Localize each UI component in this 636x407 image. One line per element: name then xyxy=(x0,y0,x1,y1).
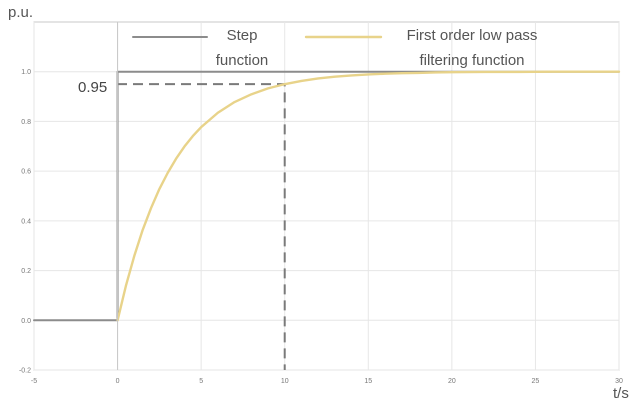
x-axis-title: t/s xyxy=(613,385,629,402)
plot-area xyxy=(33,21,620,371)
y-tick-label: 0.6 xyxy=(21,169,31,176)
legend-filter-label: filtering function xyxy=(419,52,524,69)
y-tick-label: 1.0 xyxy=(21,69,31,76)
legend-filter-label: First order low pass xyxy=(407,27,538,44)
y-tick-label: 0.8 xyxy=(21,119,31,126)
legend-step-label: Step xyxy=(227,27,258,44)
threshold-label: 0.95 xyxy=(78,79,107,96)
y-tick-label: 0.0 xyxy=(21,318,31,325)
y-tick-label: -0.2 xyxy=(19,368,31,375)
y-tick-label: 0.2 xyxy=(21,268,31,275)
x-tick-label: 0 xyxy=(116,378,120,385)
legend: Step function First order low pass filterin… xyxy=(132,27,538,69)
x-tick-label: -5 xyxy=(31,378,37,385)
x-tick-label: 15 xyxy=(364,378,372,385)
labels: p.u. t/s xyxy=(8,4,629,402)
x-tick-label: 20 xyxy=(448,378,456,385)
y-axis-title: p.u. xyxy=(8,4,33,21)
x-tick-label: 10 xyxy=(281,378,289,385)
x-tick-label: 30 xyxy=(615,378,623,385)
y-tick-label: 0.4 xyxy=(21,218,31,225)
x-tick-label: 25 xyxy=(532,378,540,385)
x-tick-label: 5 xyxy=(199,378,203,385)
low-pass-filter-line xyxy=(116,70,621,322)
axes: -5 0 5 10 15 20 25 30 -0.2 0.0 0.2 0.4 0.6 0.8 1.0 xyxy=(19,22,623,385)
legend-step-label: function xyxy=(216,52,269,69)
grid xyxy=(33,21,620,371)
